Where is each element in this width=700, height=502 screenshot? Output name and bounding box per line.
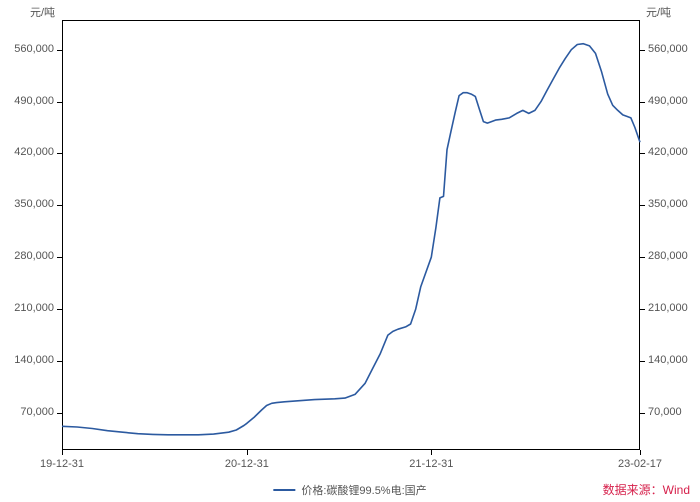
x-axis-label: 23-02-17 <box>618 458 662 470</box>
data-source: 数据来源：Wind <box>603 481 690 498</box>
xtick <box>640 450 641 455</box>
y-axis-label-right: 280,000 <box>648 250 688 262</box>
x-axis-label: 19-12-31 <box>40 458 84 470</box>
x-axis-label: 20-12-31 <box>225 458 269 470</box>
y-axis-label-right: 140,000 <box>648 354 688 366</box>
ytick-left <box>57 257 62 258</box>
ytick-left <box>57 205 62 206</box>
ytick-left <box>57 102 62 103</box>
ytick-right <box>640 205 645 206</box>
ytick-left <box>57 361 62 362</box>
ytick-right <box>640 102 645 103</box>
x-axis-label: 21-12-31 <box>409 458 453 470</box>
xtick <box>62 450 63 455</box>
y-axis-label-right: 350,000 <box>648 198 688 210</box>
y-axis-label-right: 560,000 <box>648 43 688 55</box>
y-axis-label-right: 70,000 <box>648 406 682 418</box>
chart-container: 元/吨 元/吨 70,000140,000210,000280,000350,0… <box>0 0 700 502</box>
ytick-right <box>640 361 645 362</box>
y-axis-label-left: 280,000 <box>0 250 54 262</box>
y-axis-label-left: 210,000 <box>0 302 54 314</box>
y-axis-label-left: 560,000 <box>0 43 54 55</box>
ytick-left <box>57 50 62 51</box>
legend-label: 价格:碳酸锂99.5%电:国产 <box>301 482 426 498</box>
y-axis-label-right: 490,000 <box>648 95 688 107</box>
ytick-left <box>57 413 62 414</box>
ytick-right <box>640 153 645 154</box>
ytick-right <box>640 257 645 258</box>
y-axis-label-left: 70,000 <box>0 406 54 418</box>
ytick-left <box>57 309 62 310</box>
ytick-left <box>57 153 62 154</box>
y-axis-label-right: 210,000 <box>648 302 688 314</box>
ytick-right <box>640 309 645 310</box>
ytick-right <box>640 413 645 414</box>
ytick-right <box>640 50 645 51</box>
price-line-chart <box>0 0 700 502</box>
xtick <box>431 450 432 455</box>
legend-swatch <box>273 489 295 491</box>
y-axis-label-left: 420,000 <box>0 146 54 158</box>
y-axis-label-right: 420,000 <box>648 146 688 158</box>
y-axis-label-left: 490,000 <box>0 95 54 107</box>
price-line <box>62 44 640 435</box>
legend: 价格:碳酸锂99.5%电:国产 <box>273 482 426 498</box>
xtick <box>247 450 248 455</box>
y-axis-label-left: 350,000 <box>0 198 54 210</box>
y-axis-label-left: 140,000 <box>0 354 54 366</box>
